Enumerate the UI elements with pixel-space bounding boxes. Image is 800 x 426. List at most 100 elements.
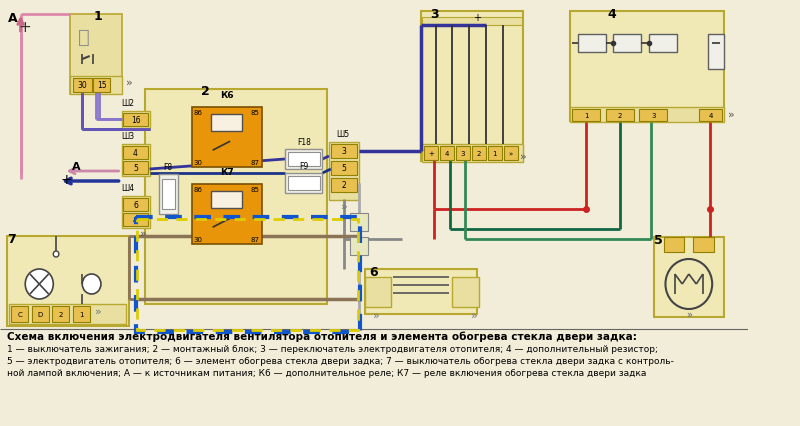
Text: 2: 2 bbox=[618, 113, 622, 119]
Text: К6: К6 bbox=[220, 91, 234, 100]
Bar bbox=[94, 79, 110, 93]
Text: 3: 3 bbox=[342, 147, 346, 156]
Text: »: » bbox=[94, 306, 102, 316]
Text: »: » bbox=[140, 228, 146, 239]
Bar bbox=[191, 184, 262, 245]
Text: »: » bbox=[374, 310, 380, 320]
Text: 4: 4 bbox=[133, 149, 138, 158]
Bar bbox=[331, 145, 357, 158]
Text: 86: 86 bbox=[194, 110, 202, 116]
Bar bbox=[613, 35, 641, 53]
Bar bbox=[73, 79, 91, 93]
Bar bbox=[123, 147, 148, 160]
Bar bbox=[350, 237, 368, 256]
Bar bbox=[639, 110, 667, 122]
Bar bbox=[191, 108, 262, 167]
Bar bbox=[211, 115, 242, 132]
Bar bbox=[10, 304, 126, 324]
Bar bbox=[331, 161, 357, 176]
Bar bbox=[422, 145, 523, 163]
Bar bbox=[122, 145, 150, 177]
Bar bbox=[365, 269, 477, 314]
Bar bbox=[707, 35, 724, 70]
Text: Схема включения электродвигателя вентилятора отопителя и элемента обогрева стекл: Схема включения электродвигателя вентиля… bbox=[6, 331, 637, 342]
Text: »: » bbox=[520, 152, 526, 161]
Bar bbox=[11, 306, 28, 322]
Bar bbox=[138, 219, 358, 330]
Bar bbox=[73, 306, 90, 322]
Text: 4: 4 bbox=[133, 216, 138, 225]
Bar bbox=[211, 192, 242, 208]
Text: 15: 15 bbox=[97, 81, 106, 90]
Bar bbox=[70, 77, 122, 95]
Bar bbox=[578, 35, 606, 53]
Bar bbox=[663, 237, 684, 253]
Text: 3: 3 bbox=[461, 151, 466, 157]
Text: 7: 7 bbox=[7, 233, 16, 245]
Text: F9: F9 bbox=[299, 161, 308, 170]
Bar bbox=[440, 147, 454, 161]
Text: 5: 5 bbox=[342, 164, 346, 173]
Text: 30: 30 bbox=[194, 160, 202, 166]
Bar bbox=[285, 150, 322, 170]
Bar bbox=[288, 153, 320, 167]
Bar bbox=[122, 112, 150, 129]
Text: ной лампой включения; А — к источникам питания; К6 — дополнительное реле; К7 — р: ной лампой включения; А — к источникам п… bbox=[6, 368, 646, 377]
Text: 🔑: 🔑 bbox=[78, 28, 90, 47]
Text: +: + bbox=[473, 13, 481, 23]
Bar bbox=[570, 12, 724, 122]
Text: 16: 16 bbox=[130, 116, 140, 125]
Bar bbox=[32, 306, 49, 322]
Bar bbox=[424, 147, 438, 161]
Text: +: + bbox=[61, 173, 72, 187]
Bar bbox=[123, 161, 148, 175]
Text: 1 — выключатель зажигания; 2 — монтажный блок; 3 — переключатель электродвигател: 1 — выключатель зажигания; 2 — монтажный… bbox=[6, 344, 658, 353]
Text: »: » bbox=[471, 310, 478, 320]
Text: »: » bbox=[686, 309, 692, 319]
Bar bbox=[145, 90, 327, 304]
Bar bbox=[365, 277, 390, 307]
Text: 4: 4 bbox=[607, 8, 616, 21]
Text: 4: 4 bbox=[445, 151, 450, 157]
Bar bbox=[162, 180, 174, 210]
Text: +: + bbox=[18, 20, 31, 35]
Bar bbox=[123, 199, 148, 211]
Text: 2: 2 bbox=[342, 181, 346, 190]
Bar bbox=[694, 237, 714, 253]
Text: 6: 6 bbox=[133, 201, 138, 210]
Text: +: + bbox=[428, 151, 434, 157]
Bar bbox=[456, 147, 470, 161]
Bar bbox=[472, 147, 486, 161]
Bar bbox=[52, 306, 69, 322]
Text: »: » bbox=[341, 201, 347, 211]
Bar bbox=[488, 147, 502, 161]
Bar bbox=[572, 110, 600, 122]
Text: 2: 2 bbox=[202, 85, 210, 98]
Circle shape bbox=[54, 251, 59, 257]
Text: 1: 1 bbox=[79, 311, 83, 317]
Text: 85: 85 bbox=[251, 187, 260, 193]
Bar bbox=[331, 178, 357, 193]
Text: 87: 87 bbox=[251, 160, 260, 166]
Text: К7: К7 bbox=[220, 167, 234, 177]
Bar bbox=[7, 236, 129, 326]
Text: 3: 3 bbox=[651, 113, 655, 119]
Text: 3: 3 bbox=[430, 8, 438, 21]
Text: F8: F8 bbox=[164, 163, 173, 172]
Text: 1: 1 bbox=[94, 10, 102, 23]
Bar bbox=[421, 12, 523, 161]
Text: C: C bbox=[18, 311, 22, 317]
Text: D: D bbox=[38, 311, 43, 317]
Bar bbox=[504, 147, 518, 161]
Text: 30: 30 bbox=[194, 236, 202, 242]
Bar bbox=[329, 143, 359, 201]
Bar bbox=[70, 15, 122, 95]
Bar bbox=[649, 35, 677, 53]
Text: Ш5: Ш5 bbox=[337, 130, 350, 139]
Text: »: » bbox=[727, 110, 734, 120]
Bar bbox=[654, 237, 724, 317]
Bar bbox=[135, 218, 360, 332]
Bar bbox=[122, 196, 150, 228]
Text: 5: 5 bbox=[654, 233, 663, 246]
Bar bbox=[288, 177, 320, 190]
